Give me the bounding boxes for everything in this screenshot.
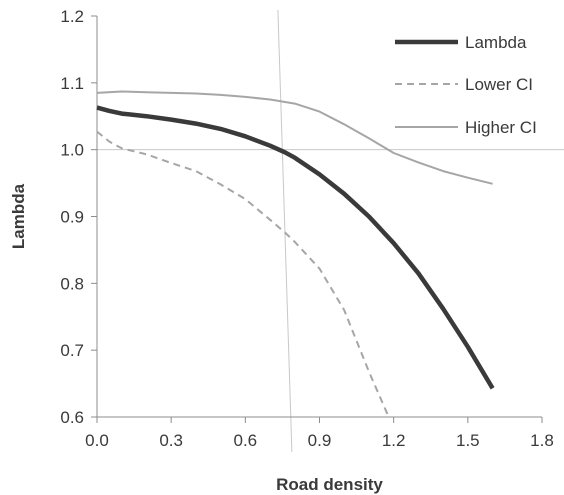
x-axis-title: Road density bbox=[276, 475, 383, 494]
y-tick-label: 1.1 bbox=[60, 74, 84, 93]
x-tick-label: 1.8 bbox=[530, 431, 554, 450]
reference-line-vertical bbox=[277, 9, 293, 453]
series-line-lower-ci bbox=[96, 130, 390, 418]
series-line-lambda bbox=[96, 105, 495, 390]
x-tick-label: 0.6 bbox=[234, 431, 258, 450]
y-axis-ticks: 0.6 0.7 0.8 0.9 1.0 1.1 1.2 bbox=[60, 7, 97, 427]
legend-label: Lower CI bbox=[465, 75, 533, 94]
legend: Lambda Lower CI Higher CI bbox=[395, 33, 537, 137]
y-tick-label: 1.2 bbox=[60, 7, 84, 26]
y-tick-label: 0.9 bbox=[60, 208, 84, 227]
y-tick-label: 1.0 bbox=[60, 141, 84, 160]
legend-label: Lambda bbox=[465, 33, 527, 52]
y-tick-label: 0.7 bbox=[60, 341, 84, 360]
x-tick-label: 1.2 bbox=[382, 431, 406, 450]
series-line-higher-ci bbox=[96, 90, 493, 185]
series-layer bbox=[96, 90, 495, 418]
x-tick-label: 0.3 bbox=[159, 431, 183, 450]
x-tick-label: 1.5 bbox=[456, 431, 480, 450]
y-tick-label: 0.8 bbox=[60, 274, 84, 293]
x-tick-label: 0.0 bbox=[85, 431, 109, 450]
y-axis-title: Lambda bbox=[9, 183, 28, 249]
legend-label: Higher CI bbox=[465, 118, 537, 137]
reference-lines bbox=[97, 9, 564, 453]
x-tick-label: 0.9 bbox=[308, 431, 332, 450]
y-tick-label: 0.6 bbox=[60, 408, 84, 427]
x-axis-ticks: 0.0 0.3 0.6 0.9 1.2 1.5 1.8 bbox=[85, 417, 554, 450]
